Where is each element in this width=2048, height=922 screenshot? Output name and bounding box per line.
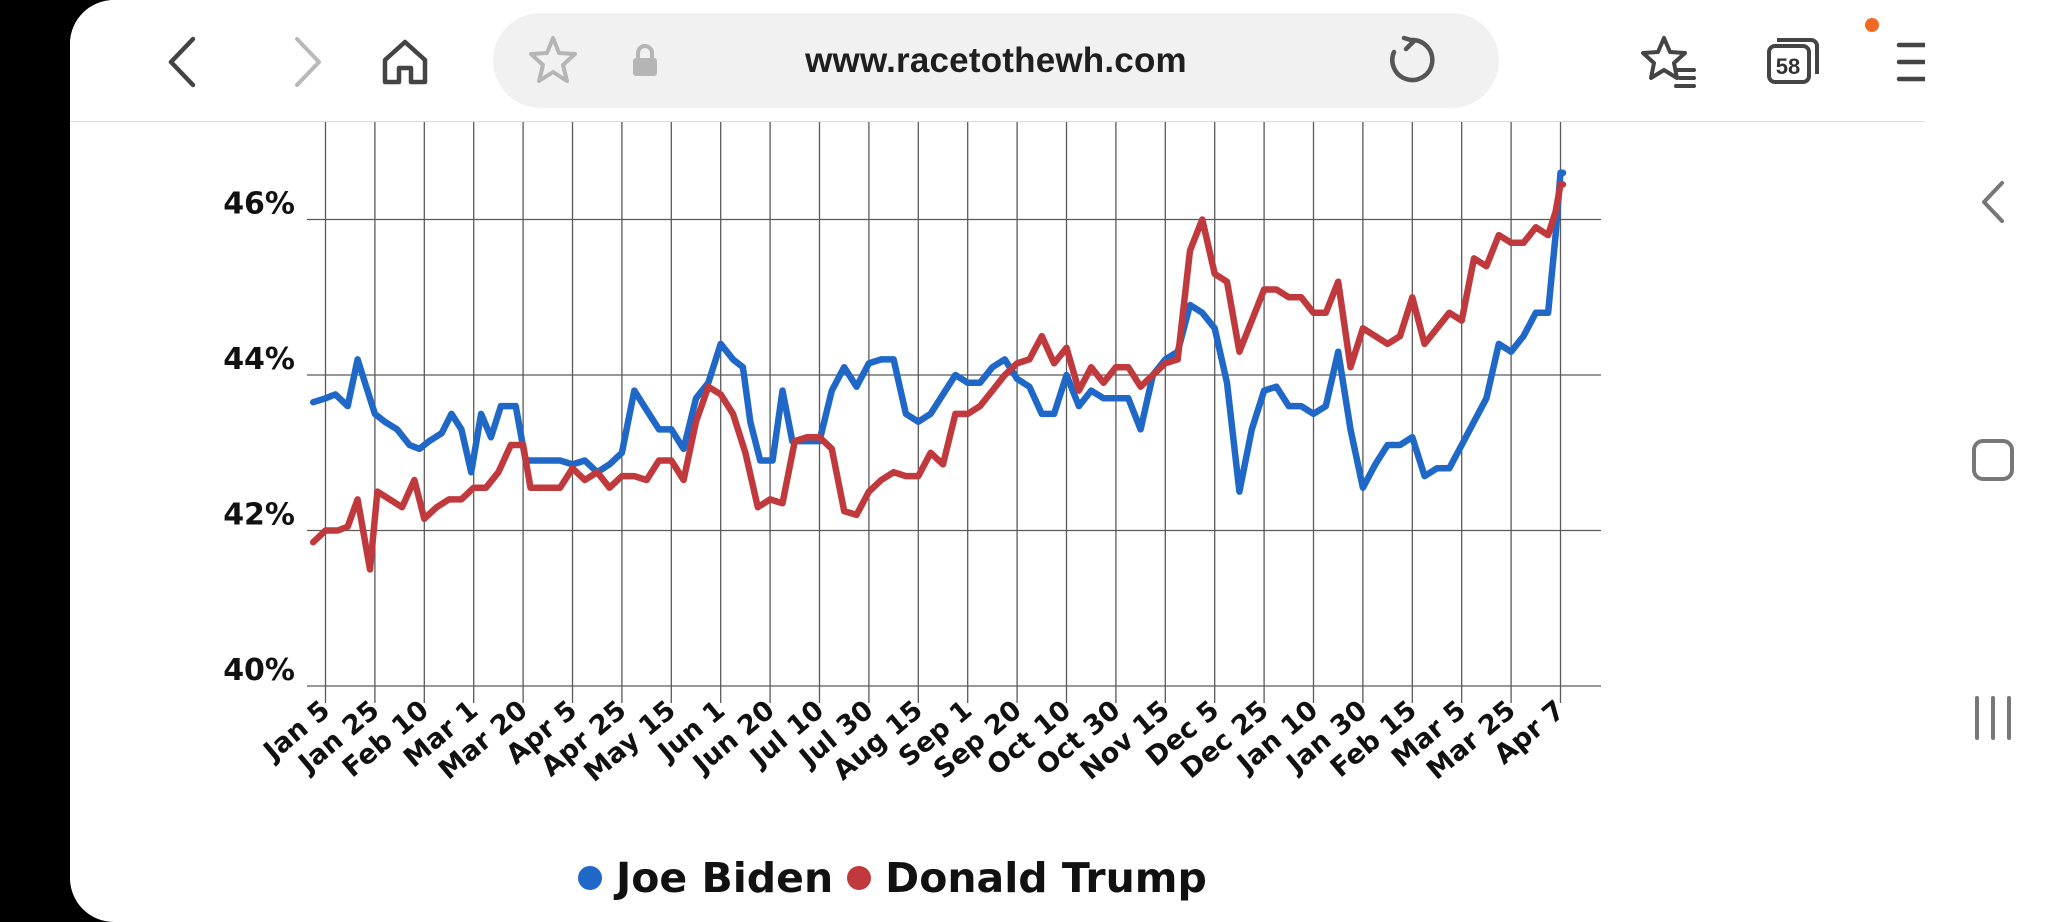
- bookmarks-list-icon[interactable]: [1638, 32, 1698, 92]
- reload-icon[interactable]: [1380, 30, 1440, 90]
- legend-marker-trump: [847, 866, 872, 890]
- y-tick-label: 44%: [223, 342, 295, 377]
- forward-icon[interactable]: [277, 32, 337, 92]
- tab-count: 58: [1775, 54, 1801, 79]
- address-bar[interactable]: www.racetothewh.com: [493, 13, 1499, 108]
- system-nav-bar: [1925, 0, 2048, 922]
- home-icon[interactable]: [375, 32, 435, 92]
- legend-label-biden: Joe Biden: [616, 854, 834, 902]
- tabs-icon[interactable]: 58: [1763, 32, 1823, 92]
- series-line-biden: [309, 169, 1567, 495]
- y-tick-label: 46%: [223, 187, 295, 222]
- home-square-icon[interactable]: [1963, 430, 2023, 490]
- series-line-trump: [309, 181, 1567, 573]
- collapse-left-icon[interactable]: [1963, 172, 2023, 232]
- y-tick-label: 42%: [223, 498, 295, 533]
- browser-toolbar: www.racetothewh.com 58: [70, 0, 1940, 122]
- back-icon[interactable]: [153, 32, 213, 92]
- legend-label-trump: Donald Trump: [885, 854, 1207, 902]
- y-tick-label: 40%: [223, 653, 295, 688]
- notification-dot-icon: [1865, 18, 1879, 32]
- bookmark-star-icon[interactable]: [523, 30, 583, 90]
- legend-marker-biden: [578, 866, 602, 890]
- recent-apps-icon[interactable]: [1963, 688, 2023, 748]
- chart-legend: Joe Biden Donald Trump: [578, 848, 1221, 908]
- browser-screen: www.racetothewh.com 58 40% 42% 44% 46% Jan 5…: [70, 0, 2048, 922]
- lock-icon: [615, 31, 675, 91]
- url-text[interactable]: www.racetothewh.com: [805, 41, 1187, 80]
- legend-item-biden: Joe Biden: [578, 854, 833, 902]
- legend-item-trump: Donald Trump: [847, 854, 1207, 902]
- toolbar-divider: [70, 121, 1925, 122]
